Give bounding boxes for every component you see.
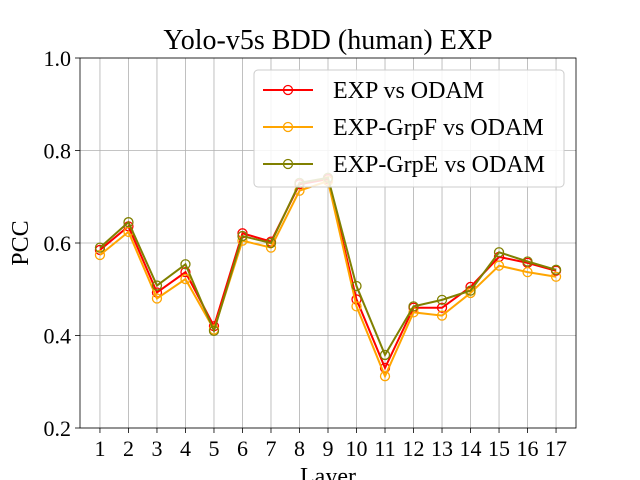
legend-marker <box>282 84 294 96</box>
x-tick-label: 6 <box>237 436 248 461</box>
legend-label: EXP-GrpE vs ODAM <box>333 152 545 178</box>
y-tick-label: 1.0 <box>44 46 72 71</box>
data-point <box>237 230 248 242</box>
data-point <box>550 271 562 282</box>
data-point <box>522 266 533 278</box>
data-point <box>379 371 391 382</box>
x-tick-label: 17 <box>545 436 567 461</box>
legend: EXP vs ODAM EXP-GrpF vs ODAM EXP-GrpE vs O… <box>253 69 565 188</box>
x-tick-label: 9 <box>323 436 334 461</box>
legend-item: EXP-GrpF vs ODAM <box>263 115 544 141</box>
data-point <box>180 273 191 285</box>
data-point <box>493 247 505 258</box>
x-tick-label: 5 <box>208 436 219 461</box>
data-point <box>265 237 277 249</box>
x-tick-label: 13 <box>431 436 453 461</box>
data-point <box>351 280 362 292</box>
legend-marker <box>282 121 294 133</box>
legend-label: EXP-GrpF vs ODAM <box>333 115 544 141</box>
x-tick-label: 12 <box>403 436 425 461</box>
data-point <box>123 217 134 228</box>
data-point <box>436 302 448 313</box>
data-point <box>436 294 448 306</box>
legend-label: EXP vs ODAM <box>333 78 484 104</box>
legend-marker <box>282 158 294 170</box>
data-point <box>180 266 191 278</box>
data-point <box>408 301 419 312</box>
x-tick-label: 14 <box>460 436 482 461</box>
x-tick-label: 4 <box>180 436 191 461</box>
data-point <box>351 301 362 312</box>
data-point <box>94 249 106 261</box>
y-tick-label: 0.2 <box>44 416 72 441</box>
ticks: 1 2 3 4 5 6 7 8 9 10 11 12 13 14 15 16 170.20.40.60.81.0 <box>44 46 568 461</box>
x-tick-label: 7 <box>265 436 276 461</box>
y-tick-label: 0.4 <box>44 324 72 349</box>
chart-title: Yolo-v5s BDD (human) EXP <box>163 25 492 56</box>
x-tick-label: 16 <box>517 436 539 461</box>
data-point <box>94 242 106 253</box>
data-point <box>151 280 163 291</box>
data-point <box>493 260 505 271</box>
data-point <box>550 264 562 275</box>
x-tick-label: 10 <box>346 436 368 461</box>
data-point <box>379 349 391 361</box>
x-tick-label: 15 <box>488 436 510 461</box>
data-point <box>151 293 163 304</box>
y-axis-label: PCC <box>8 220 34 265</box>
y-tick-label: 0.8 <box>44 139 72 164</box>
legend-item: EXP-GrpE vs ODAM <box>263 152 545 178</box>
x-tick-label: 8 <box>294 436 305 461</box>
legend-item: EXP vs ODAM <box>263 78 484 104</box>
x-tick-label: 1 <box>94 436 105 461</box>
data-point <box>436 310 448 321</box>
legend-box <box>253 69 565 188</box>
x-tick-label: 2 <box>123 436 134 461</box>
x-axis-label: Layer <box>300 464 356 480</box>
data-point <box>465 285 476 296</box>
x-tick-label: 11 <box>374 436 395 461</box>
y-tick-label: 0.6 <box>44 231 72 256</box>
x-tick-label: 3 <box>151 436 162 461</box>
data-point <box>208 325 220 337</box>
data-point <box>522 256 533 267</box>
data-point <box>180 259 191 270</box>
